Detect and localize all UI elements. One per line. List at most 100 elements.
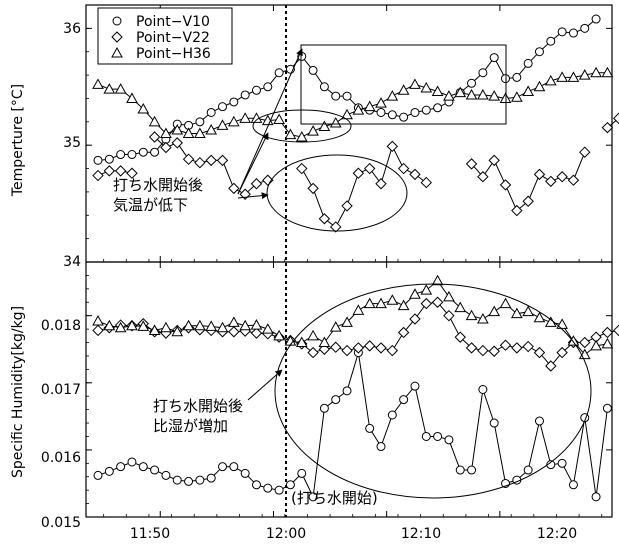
data-point-diamond	[250, 178, 263, 190]
data-point-triangle	[477, 88, 489, 100]
data-point-triangle	[148, 324, 161, 335]
data-point-triangle	[488, 90, 501, 101]
humidity-note-line2: 比湿が増加	[153, 417, 228, 435]
data-point-circle	[512, 72, 522, 82]
data-point-diamond	[522, 340, 534, 353]
legend-label-v10: Point−V10	[136, 14, 210, 30]
data-point-diamond	[103, 165, 116, 177]
data-point-circle	[240, 90, 250, 100]
data-point-circle	[467, 78, 477, 88]
data-point-triangle	[363, 297, 376, 309]
data-point-circle	[331, 91, 341, 101]
arrow-to-v22-ellipse	[237, 192, 269, 200]
series-line	[97, 72, 608, 138]
arrow-to-box	[237, 48, 303, 195]
bottom-y-tick-0.015: 0.015	[41, 515, 81, 531]
data-point-diamond	[454, 331, 466, 343]
data-point-diamond	[352, 342, 365, 354]
legend: Point−V10 Point−V22 Point−H36	[97, 7, 233, 65]
highlight-ellipse-v22	[266, 154, 408, 232]
data-point-triangle	[171, 325, 184, 337]
data-point-triangle	[114, 83, 127, 94]
top-y-tick-35: 35	[63, 135, 81, 151]
highlight-box	[300, 44, 507, 125]
data-point-circle	[410, 381, 420, 391]
data-point-circle	[523, 58, 533, 68]
data-point-triangle	[386, 294, 399, 305]
data-point-triangle	[329, 116, 342, 128]
data-point-triangle	[341, 316, 353, 327]
data-point-circle	[387, 410, 397, 420]
data-point-diamond	[330, 221, 342, 233]
legend-marker-circle	[112, 16, 122, 26]
legend-label-h36: Point−H36	[136, 46, 211, 62]
data-point-triangle	[194, 127, 206, 138]
data-point-triangle	[126, 319, 138, 331]
data-point-circle	[342, 91, 352, 101]
data-point-diamond	[511, 204, 523, 217]
data-point-diamond	[205, 154, 217, 167]
data-point-diamond	[567, 174, 580, 186]
data-point-circle	[591, 14, 601, 24]
data-point-circle	[376, 107, 386, 117]
data-point-triangle	[556, 71, 568, 82]
data-point-circle	[263, 82, 273, 92]
data-point-diamond	[397, 162, 410, 175]
data-point-diamond	[579, 336, 591, 349]
data-point-triangle	[295, 336, 308, 348]
data-point-diamond	[307, 346, 319, 359]
data-point-triangle	[522, 305, 535, 317]
data-point-circle	[319, 403, 329, 413]
data-point-diamond	[397, 326, 410, 339]
data-point-circle	[489, 53, 499, 63]
data-point-triangle	[375, 297, 387, 309]
panel-frame-1	[85, 261, 613, 518]
data-point-triangle	[261, 323, 274, 334]
data-point-circle	[127, 457, 137, 467]
series-0-2	[92, 66, 614, 142]
data-point-triangle	[363, 100, 376, 112]
data-point-triangle	[239, 112, 252, 123]
data-point-diamond	[363, 162, 376, 175]
data-point-triangle	[601, 337, 614, 349]
data-point-diamond	[126, 167, 138, 179]
data-point-diamond	[409, 168, 421, 181]
data-point-diamond	[114, 165, 127, 177]
data-point-triangle	[284, 128, 297, 140]
start-label: (打ち水開始)	[291, 489, 378, 507]
data-point-circle	[478, 68, 488, 78]
data-point-triangle	[409, 288, 421, 299]
data-point-triangle	[409, 78, 421, 89]
data-point-diamond	[330, 341, 342, 353]
data-point-diamond	[375, 178, 387, 190]
data-point-diamond	[420, 176, 432, 189]
data-point-diamond	[92, 324, 104, 337]
data-point-triangle	[375, 97, 387, 108]
data-point-circle	[342, 386, 352, 396]
data-point-triangle	[103, 319, 116, 331]
data-point-diamond	[522, 195, 534, 207]
bottom-y-tick-0.016: 0.016	[41, 450, 81, 466]
data-point-diamond	[499, 339, 512, 351]
data-point-circle	[229, 97, 239, 107]
data-point-triangle	[126, 92, 138, 103]
data-point-triangle	[114, 321, 127, 333]
highlight-ellipse-small	[252, 109, 352, 143]
data-point-diamond	[465, 158, 478, 170]
data-point-diamond	[533, 346, 546, 359]
data-point-triangle	[590, 66, 602, 78]
data-point-triangle	[601, 66, 614, 78]
data-point-diamond	[409, 313, 421, 325]
data-point-triangle	[533, 311, 546, 323]
data-point-diamond	[386, 140, 399, 153]
data-point-diamond	[307, 182, 319, 195]
data-point-circle	[602, 403, 612, 413]
data-point-diamond	[352, 167, 365, 179]
data-point-diamond	[420, 297, 432, 310]
data-point-circle	[534, 47, 544, 57]
data-point-circle	[467, 465, 477, 475]
data-point-diamond	[341, 200, 353, 212]
data-point-triangle	[194, 319, 206, 331]
data-point-triangle	[239, 319, 252, 331]
top-y-tick-36: 36	[63, 21, 81, 37]
